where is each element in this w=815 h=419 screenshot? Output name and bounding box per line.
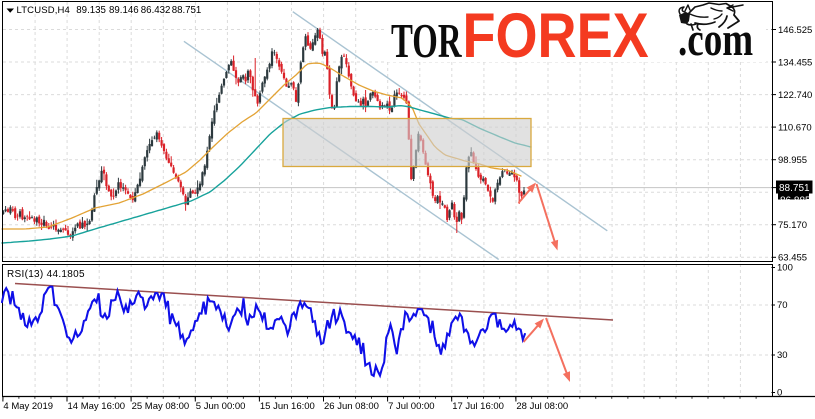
svg-text:15 Jun 16:00: 15 Jun 16:00	[260, 401, 315, 412]
svg-text:LTCUSD,H4: LTCUSD,H4	[17, 5, 70, 16]
svg-text:63.455: 63.455	[778, 253, 807, 264]
svg-text:0: 0	[777, 388, 782, 399]
svg-text:98.955: 98.955	[778, 155, 807, 166]
svg-text:88.751: 88.751	[172, 5, 202, 16]
svg-text:75.170: 75.170	[778, 220, 807, 231]
svg-text:RSI(13) 44.1805: RSI(13) 44.1805	[7, 269, 85, 280]
svg-text:134.455: 134.455	[778, 57, 812, 68]
svg-text:100: 100	[777, 263, 793, 274]
svg-text:70: 70	[777, 300, 788, 311]
svg-text:14 May 16:00: 14 May 16:00	[68, 401, 126, 412]
svg-text:88.751: 88.751	[779, 183, 810, 194]
svg-text:5 Jun 00:00: 5 Jun 00:00	[196, 401, 246, 412]
svg-text:25 May 08:00: 25 May 08:00	[132, 401, 190, 412]
svg-text:28 Jul 08:00: 28 Jul 08:00	[516, 401, 568, 412]
svg-text:FOREX: FOREX	[463, 1, 649, 71]
svg-text:146.525: 146.525	[778, 25, 812, 36]
svg-text:4 May 2019: 4 May 2019	[3, 401, 53, 412]
svg-text:122.740: 122.740	[778, 90, 812, 101]
svg-text:86.432: 86.432	[141, 5, 171, 16]
svg-text:26 Jun 08:00: 26 Jun 08:00	[324, 401, 379, 412]
svg-text:TOR: TOR	[391, 15, 462, 69]
svg-text:30: 30	[777, 350, 788, 361]
svg-text:89.135: 89.135	[76, 5, 106, 16]
svg-text:110.670: 110.670	[778, 123, 812, 134]
svg-text:17 Jul 16:00: 17 Jul 16:00	[452, 401, 504, 412]
svg-text:89.146: 89.146	[109, 5, 139, 16]
svg-text:7 Jul 00:00: 7 Jul 00:00	[388, 401, 434, 412]
svg-text:86.885: 86.885	[780, 196, 811, 207]
